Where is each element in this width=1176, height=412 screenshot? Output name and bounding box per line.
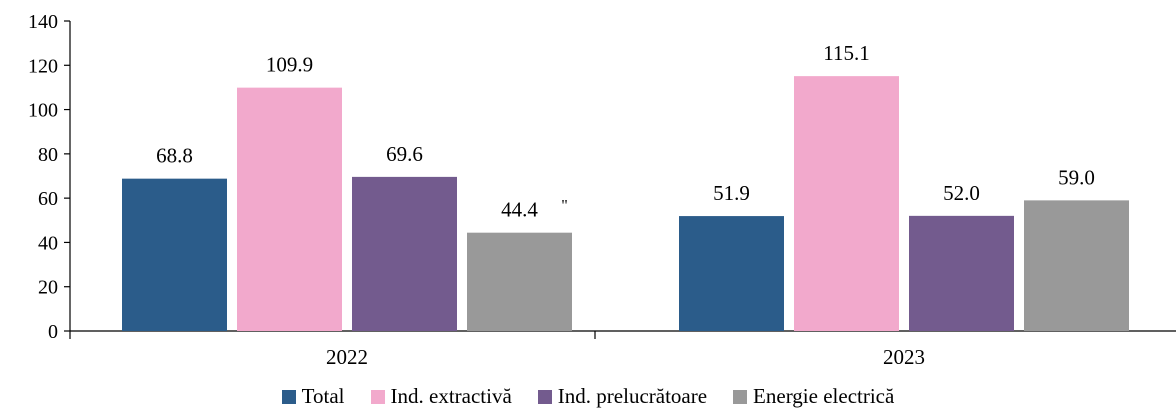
data-label: 52.0 <box>943 181 980 205</box>
data-label: 51.9 <box>713 181 750 205</box>
bars <box>122 76 1129 332</box>
data-labels: 68.8 109.9 69.6 44.4 51.9 115.1 52.0 59.0 " <box>156 41 1095 222</box>
x-tick-label: 2023 <box>883 345 925 369</box>
legend-swatch-ind-prelucratoare <box>537 389 552 404</box>
legend-label-total: Total <box>301 384 345 408</box>
bar <box>1024 200 1129 331</box>
y-tick-label: 100 <box>28 100 58 122</box>
legend-swatch-ind-extractiva <box>370 389 385 404</box>
legend-item-ind-prelucratoare: Ind. prelucrătoare <box>537 384 708 409</box>
bar-chart: 0 20 40 60 80 100 120 140 2022 2023 68.8 109.9 69.6… <box>28 11 1176 369</box>
y-tick-label: 120 <box>28 55 58 77</box>
legend-item-total: Total <box>281 384 345 409</box>
y-tick-label: 80 <box>38 144 58 166</box>
legend-item-ind-extractiva: Ind. extractivă <box>370 384 512 409</box>
y-tick-label: 140 <box>28 11 58 33</box>
bar <box>679 216 784 331</box>
legend-label-ind-extractiva: Ind. extractivă <box>390 384 512 408</box>
axes: 0 20 40 60 80 100 120 140 2022 2023 <box>28 11 1176 369</box>
legend-item-energie-electrica: Energie electrică <box>733 384 894 409</box>
bar <box>909 215 1014 331</box>
data-label: 68.8 <box>156 144 193 168</box>
bar <box>122 178 227 331</box>
y-tick-label: 0 <box>48 321 58 343</box>
bar <box>352 176 457 331</box>
data-label: 115.1 <box>823 41 869 65</box>
data-label: 109.9 <box>266 53 313 77</box>
bar <box>467 232 572 331</box>
y-tick-label: 40 <box>38 232 58 254</box>
legend-swatch-total <box>281 389 296 404</box>
bar <box>794 76 899 331</box>
legend-swatch-energie-electrica <box>733 389 748 404</box>
data-label: 44.4 <box>501 198 538 222</box>
annotation: " <box>561 198 568 215</box>
y-tick-label: 20 <box>38 277 58 299</box>
data-label: 69.6 <box>386 142 423 166</box>
data-label: 59.0 <box>1058 165 1095 189</box>
legend-label-ind-prelucratoare: Ind. prelucrătoare <box>557 384 708 408</box>
legend-label-energie-electrica: Energie electrică <box>753 384 895 408</box>
bar <box>237 87 342 332</box>
legend: Total Ind. extractivă Ind. prelucrătoare… <box>0 384 1176 409</box>
x-tick-label: 2022 <box>326 345 368 369</box>
y-tick-label: 60 <box>38 188 58 210</box>
